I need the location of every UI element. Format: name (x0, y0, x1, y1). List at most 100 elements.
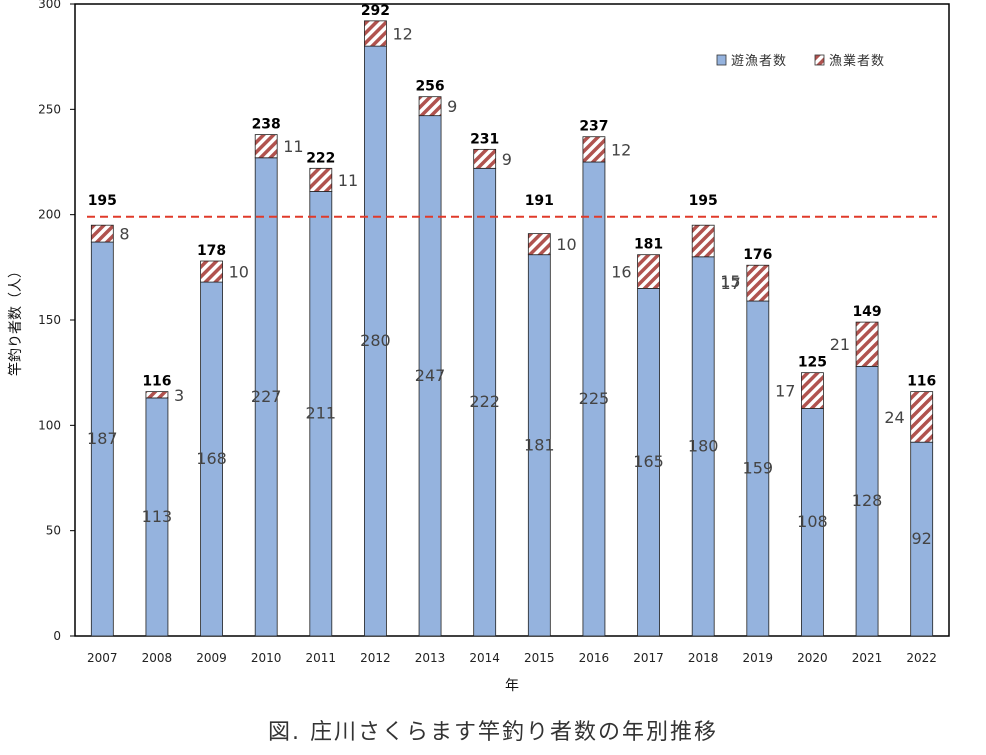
data-label-recreational: 280 (360, 331, 391, 350)
data-label-fishermen: 3 (174, 386, 184, 405)
x-tick-label: 2022 (906, 651, 937, 665)
x-tick-label: 2010 (251, 651, 282, 665)
bar-fishermen (746, 264, 770, 302)
bar-fishermen (254, 134, 278, 159)
data-label-total: 238 (252, 117, 281, 133)
bar-fishermen (418, 96, 442, 117)
data-label-fishermen: 16 (611, 263, 631, 282)
data-label-fishermen: 9 (502, 150, 512, 169)
data-label-recreational: 227 (251, 387, 282, 406)
bar-fishermen (582, 136, 606, 163)
x-tick-label: 2015 (524, 651, 555, 665)
data-label-total: 222 (306, 150, 335, 166)
bar-labels-group: 1878195113311616810178227112382111122228… (87, 3, 936, 548)
data-label-fishermen: 9 (447, 97, 457, 116)
y-tick-label: 250 (38, 102, 61, 116)
data-label-recreational: 211 (306, 404, 337, 423)
figure-caption: 図. 庄川さくらます竿釣り者数の年別推移 (268, 720, 718, 745)
data-label-recreational: 222 (469, 392, 500, 411)
data-label-total: 116 (907, 374, 936, 390)
legend-label-recreational: 遊漁者数 (731, 54, 787, 69)
legend-label-fishermen: 漁業者数 (829, 53, 885, 69)
x-tick-label: 2014 (469, 651, 500, 665)
data-label-recreational: 180 (688, 436, 719, 455)
bar-fishermen (200, 260, 223, 283)
x-tick-label: 2016 (579, 651, 610, 665)
data-label-fishermen: 21 (830, 335, 850, 354)
data-label-fishermen: 12 (392, 24, 412, 43)
legend: 遊漁者数 漁業者数 (716, 53, 885, 69)
bar-fishermen (473, 148, 497, 169)
x-tick-label: 2017 (633, 651, 664, 665)
data-label-fishermen: 11 (283, 137, 303, 156)
bar-fishermen (309, 167, 333, 192)
y-tick-label: 0 (53, 629, 61, 643)
data-label-fishermen: 12 (611, 140, 631, 159)
x-tick-label: 2020 (797, 651, 828, 665)
data-label-recreational: 113 (142, 507, 173, 526)
y-tick-label: 150 (38, 313, 61, 327)
data-label-fishermen: 24 (884, 408, 904, 427)
bar-fishermen (801, 372, 824, 409)
data-label-recreational: 168 (196, 449, 227, 468)
data-label-total: 237 (579, 119, 608, 135)
y-axis: 0 50 100 150 200 250 300 (38, 0, 75, 643)
data-label-fishermen: 17 (775, 382, 795, 401)
bars-group (90, 20, 934, 637)
x-axis-label: 年 (505, 678, 519, 694)
bar-fishermen (910, 391, 934, 443)
data-label-total: 149 (852, 304, 881, 320)
data-label-total: 116 (142, 374, 171, 390)
x-tick-label: 2009 (196, 651, 227, 665)
x-tick-label: 2013 (415, 651, 446, 665)
legend-swatch-recreational (716, 54, 727, 66)
data-label-fishermen: 8 (119, 225, 129, 244)
data-label-fishermen: 11 (338, 171, 358, 190)
data-label-total: 191 (525, 193, 554, 209)
data-label-total: 195 (88, 193, 117, 209)
data-label-recreational: 92 (912, 529, 932, 548)
data-label-recreational: 108 (797, 512, 828, 531)
bar-fishermen (691, 224, 715, 258)
data-label-total: 125 (798, 355, 827, 371)
y-tick-label: 200 (38, 208, 61, 222)
data-label-recreational: 165 (633, 452, 664, 471)
y-tick-label: 50 (46, 524, 61, 538)
y-tick-label: 300 (38, 0, 61, 11)
data-label-recreational: 128 (852, 491, 883, 510)
bar-fishermen (90, 224, 114, 243)
x-tick-label: 2012 (360, 651, 391, 665)
bar-fishermen (637, 254, 660, 289)
bar-fishermen (364, 20, 387, 47)
data-label-total: 178 (197, 243, 226, 259)
data-label-total: 195 (689, 193, 718, 209)
data-label-fishermen: 15 (720, 272, 740, 291)
data-label-total: 181 (634, 237, 663, 253)
data-label-recreational: 247 (415, 366, 446, 385)
bar-fishermen (145, 391, 169, 399)
x-axis: 2007 2008 2009 2010 2011 2012 2013 2014 2015 2016… (87, 651, 937, 665)
x-tick-label: 2011 (306, 651, 337, 665)
data-label-total: 256 (415, 79, 444, 95)
data-label-total: 292 (361, 3, 390, 19)
legend-swatch-fishermen (814, 54, 825, 66)
data-label-recreational: 187 (87, 429, 118, 448)
y-axis-label: 竿釣り者数（人） (8, 264, 24, 376)
x-tick-label: 2007 (87, 651, 118, 665)
x-tick-label: 2008 (142, 651, 173, 665)
bar-fishermen (527, 233, 551, 256)
x-tick-label: 2019 (743, 651, 774, 665)
x-tick-label: 2021 (852, 651, 883, 665)
data-label-recreational: 225 (579, 389, 610, 408)
data-label-fishermen: 17 (720, 274, 740, 293)
data-label-recreational: 159 (743, 459, 774, 478)
x-tick-label: 2018 (688, 651, 719, 665)
data-label-total: 231 (470, 131, 499, 147)
bar-fishermen (855, 321, 879, 367)
data-label-total: 176 (743, 247, 772, 263)
data-label-fishermen: 10 (229, 263, 249, 282)
data-label-recreational: 181 (524, 435, 555, 454)
data-label-fishermen: 10 (556, 235, 576, 254)
y-tick-label: 100 (38, 418, 61, 432)
